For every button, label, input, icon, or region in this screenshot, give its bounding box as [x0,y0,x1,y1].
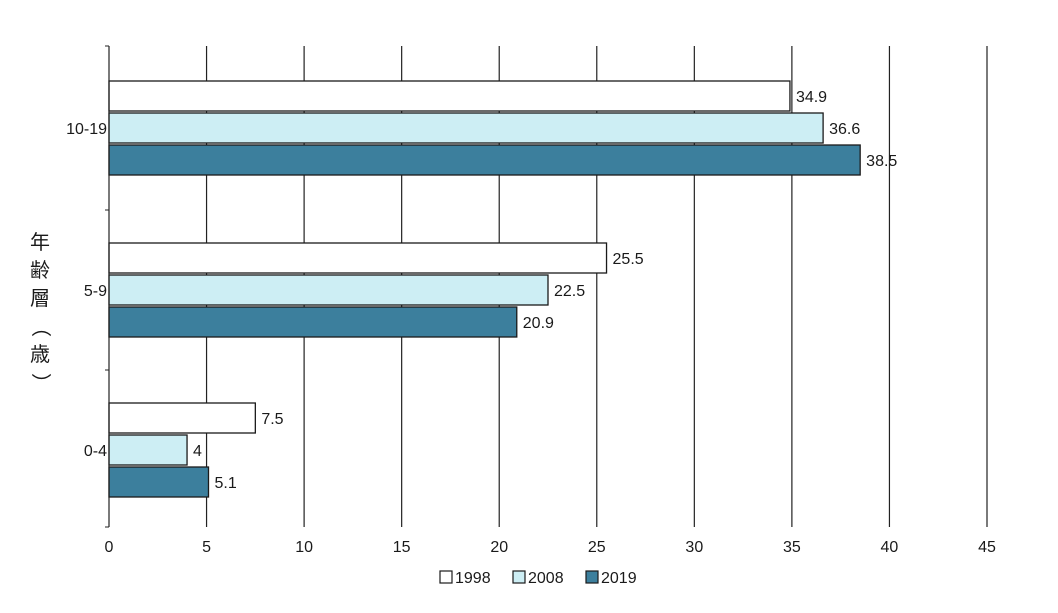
legend-label: 2008 [528,570,564,587]
x-tick-label: 40 [881,539,899,556]
legend-label: 1998 [455,570,491,587]
bar-10-19-2019 [108,144,861,176]
bar-0-4-1998 [108,402,256,434]
x-tick-label: 25 [588,539,606,556]
x-tick-label: 20 [490,539,508,556]
category-label: 5-9 [84,283,107,300]
y-axis-title-char: （ [29,317,52,337]
y-axis-title: 年齢層 （ 歳 ） [29,231,52,393]
labels: 34.936.6 38.5 10-19 25.5 22.520.9 5-9 7.5 4 5.1 0… [66,89,897,492]
data-label: 5.1 [215,475,237,492]
bars [108,80,861,498]
y-axis-title-char: 年 [30,231,50,254]
bar-5-9-2008 [108,274,549,306]
legend-swatch-1998 [439,570,453,584]
bar-5-9-2019 [108,306,518,338]
legend: 1998 2008 2019 [439,570,637,587]
x-tick-label: 15 [393,539,411,556]
data-label: 4 [193,443,202,460]
category-label: 10-19 [66,121,107,138]
data-label: 36.6 [829,121,860,138]
y-axis-title-char: ） [29,373,52,393]
data-label: 7.5 [261,411,283,428]
x-tick-label: 0 [105,539,114,556]
data-label: 34.9 [796,89,827,106]
bar-0-4-2008 [108,434,188,466]
bar-5-9-1998 [108,242,608,274]
y-axis-title-char: 層 [30,288,50,310]
x-tick-label: 45 [978,539,996,556]
bar-10-19-2008 [108,112,824,144]
category-label: 0-4 [84,443,107,460]
bar-0-4-2019 [108,466,210,498]
data-label: 25.5 [613,251,644,268]
bar-10-19-1998 [108,80,791,112]
y-axis-title-char: 歳 [30,343,50,366]
data-label: 22.5 [554,283,585,300]
y-axis-title-char: 齢 [30,259,50,282]
legend-swatch-2019 [585,570,599,584]
x-tick-label: 10 [295,539,313,556]
x-tick-label: 30 [685,539,703,556]
legend-label: 2019 [601,570,637,587]
legend-swatch-2008 [512,570,526,584]
axes: 0 5 10 15 20 25 30 35 40 45 [105,45,996,556]
x-tick-label: 5 [202,539,211,556]
x-tick-label: 35 [783,539,801,556]
data-label: 20.9 [523,315,554,332]
data-label: 38.5 [866,153,897,170]
